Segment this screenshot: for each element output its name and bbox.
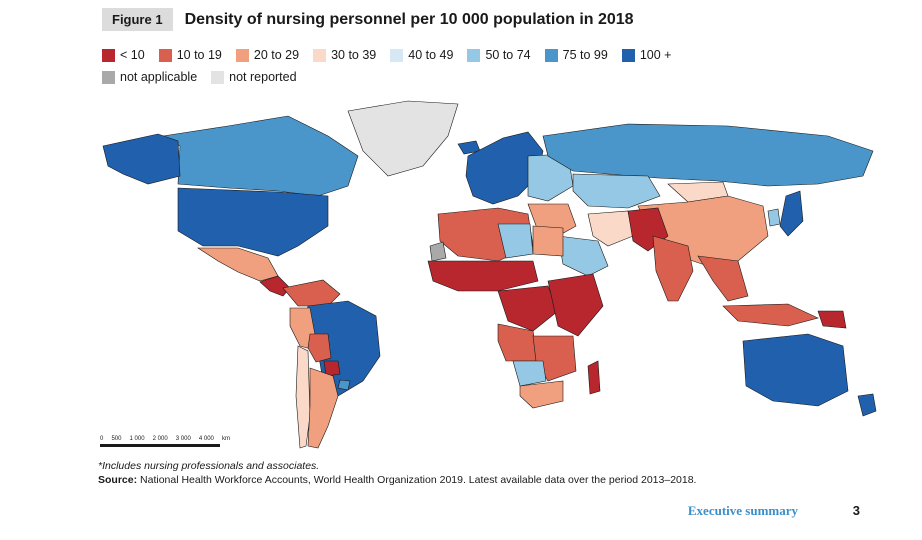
legend-label: not reported: [229, 70, 297, 84]
legend-label: 30 to 39: [331, 48, 377, 62]
legend-swatch: [390, 48, 404, 62]
map-region-south-africa: [519, 380, 564, 409]
legend-item: 20 to 29: [235, 48, 300, 62]
legend-label: 40 to 49: [408, 48, 454, 62]
footnote: *Includes nursing professionals and asso…: [98, 460, 320, 472]
map-region-united-states: [177, 187, 329, 257]
map-legend: < 10 10 to 19 20 to 29 30 to 39 40 to 49 50 t…: [102, 44, 742, 88]
map-region-argentina: [307, 367, 339, 449]
legend-swatch: [544, 48, 558, 62]
legend-swatch: [158, 48, 172, 62]
map-region-uruguay: [337, 379, 351, 391]
scale-label: 1 000: [129, 436, 145, 442]
legend-item: 100 +: [621, 48, 672, 62]
figure-label: Figure 1: [102, 8, 173, 31]
map-region-indonesia: [722, 303, 819, 327]
scale-label: 2 000: [152, 436, 168, 442]
map-region-canada: [162, 115, 359, 197]
source-label: Source:: [98, 474, 138, 486]
map-region-botswana-namibia: [512, 360, 547, 387]
map-region-mexico: [196, 247, 279, 282]
legend-item: 50 to 74: [467, 48, 531, 62]
section-title: Executive summary: [687, 503, 798, 518]
map-region-east-africa: [547, 273, 604, 337]
legend-swatch: [467, 48, 481, 62]
map-region-alaska: [102, 133, 181, 185]
legend-item: 10 to 19: [158, 48, 222, 62]
legend-swatch: [621, 48, 635, 62]
legend-item: not applicable: [102, 70, 197, 84]
scale-bar: [100, 444, 220, 447]
legend-item: 40 to 49: [390, 48, 453, 62]
legend-row-status: not applicable not reported: [102, 66, 742, 88]
map-region-russia: [542, 123, 874, 187]
legend-row-density: < 10 10 to 19 20 to 29 30 to 39 40 to 49 50 t…: [102, 44, 742, 66]
map-region-korea: [767, 208, 781, 227]
map-region-western-sahara: [429, 241, 447, 262]
map-region-new-zealand: [857, 393, 877, 417]
legend-label: 75 to 99: [562, 48, 608, 62]
legend-label: not applicable: [120, 70, 198, 84]
scale-label: 500: [111, 436, 122, 442]
map-region-chile: [295, 345, 311, 449]
scale-label: 0: [100, 436, 104, 442]
map-region-paraguay: [323, 360, 341, 377]
map-region-iran: [587, 210, 634, 247]
legend-swatch: [102, 48, 115, 62]
map-region-papua-new-guinea: [817, 310, 847, 329]
scale-label: 3 000: [175, 436, 191, 442]
scale-label: 4 000: [198, 436, 214, 442]
legend-swatch: [102, 70, 115, 84]
legend-swatch: [235, 48, 249, 62]
map-region-southeast-asia: [697, 255, 749, 302]
legend-label: 10 to 19: [176, 48, 222, 62]
map-region-india: [652, 235, 694, 302]
legend-swatch: [313, 48, 327, 62]
map-region-greenland: [347, 100, 459, 177]
map-region-egypt: [532, 225, 564, 257]
legend-item: 75 to 99: [544, 48, 608, 62]
source-note: Source: National Health Workforce Accoun…: [98, 474, 696, 486]
legend-label: 50 to 74: [485, 48, 531, 62]
legend-label: < 10: [120, 48, 145, 62]
figure-title: Density of nursing personnel per 10 000 …: [184, 10, 634, 28]
map-region-northern-south-america: [282, 279, 341, 307]
source-text: National Health Workforce Accounts, Worl…: [140, 474, 697, 486]
map-region-sahel: [427, 260, 539, 292]
figure-header: Figure 1 Density of nursing personnel pe…: [102, 8, 634, 31]
world-map: [102, 100, 877, 449]
map-region-australia: [742, 333, 849, 407]
map-region-japan: [779, 190, 804, 237]
legend-label: 100 +: [639, 48, 672, 62]
scale-unit: km: [221, 436, 230, 442]
map-region-saudi-arabia: [557, 235, 609, 277]
legend-swatch: [211, 70, 225, 84]
map-region-bolivia: [307, 333, 332, 363]
map-region-madagascar: [587, 360, 601, 395]
legend-item: < 10: [102, 48, 145, 62]
legend-item: 30 to 39: [313, 48, 376, 62]
legend-item: not reported: [211, 70, 297, 84]
map-region-kazakhstan: [572, 173, 661, 209]
map-region-central-africa: [497, 285, 559, 332]
legend-label: 20 to 29: [253, 48, 300, 62]
page-number: 3: [852, 503, 860, 518]
